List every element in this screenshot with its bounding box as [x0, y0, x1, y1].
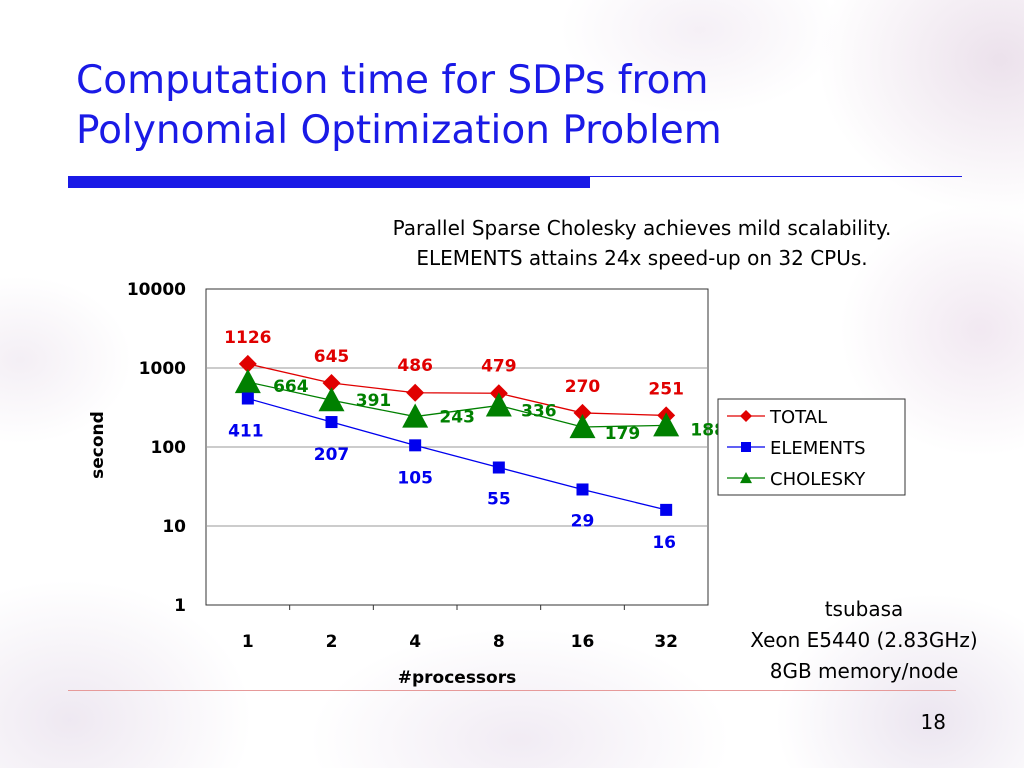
- total-marker: [406, 383, 425, 402]
- total-data-label: 486: [397, 356, 433, 376]
- machine-cpu: Xeon E5440 (2.83GHz): [750, 628, 978, 652]
- machine-memory: 8GB memory/node: [769, 659, 959, 683]
- elements-data-label: 29: [571, 511, 595, 531]
- legend-marker-elements: [741, 442, 751, 452]
- y-tick-label: 10: [162, 517, 186, 537]
- elements-marker: [576, 483, 589, 496]
- scalability-note-line-1: Parallel Sparse Cholesky achieves mild s…: [392, 216, 892, 240]
- elements-data-label: 16: [652, 533, 676, 553]
- x-tick-label: 16: [571, 632, 595, 652]
- elements-data-label: 105: [397, 468, 433, 488]
- x-tick-label: 1: [242, 632, 254, 652]
- legend-label: ELEMENTS: [770, 438, 866, 459]
- slide-title: Computation time for SDPs from Polynomia…: [76, 56, 956, 156]
- x-tick-label: 4: [409, 632, 421, 652]
- cholesky-data-label: 243: [439, 408, 475, 428]
- elements-marker: [325, 416, 338, 429]
- elements-marker: [492, 461, 505, 474]
- legend-marker-total: [740, 410, 752, 422]
- cholesky-marker: [234, 369, 261, 394]
- x-axis-title: #processors: [398, 668, 517, 688]
- elements-line: [247, 397, 667, 511]
- total-marker: [322, 374, 341, 393]
- elements-marker: [409, 439, 422, 452]
- elements-marker: [660, 503, 673, 516]
- cholesky-marker: [653, 412, 680, 437]
- scalability-note: Parallel Sparse Cholesky achieves mild s…: [300, 213, 984, 273]
- slide-title-line-2: Polynomial Optimization Problem: [76, 108, 722, 153]
- elements-data-label: 207: [314, 445, 350, 465]
- footer-rule: [68, 690, 956, 691]
- slide-title-line-1: Computation time for SDPs from: [76, 58, 709, 103]
- machine-spec: tsubasa Xeon E5440 (2.83GHz) 8GB memory/…: [706, 594, 1022, 687]
- elements-data-label: 55: [487, 490, 511, 510]
- title-underline-thin: [590, 176, 962, 177]
- total-data-label: 1126: [224, 328, 271, 348]
- y-tick-label: 1: [174, 596, 186, 616]
- cholesky-marker: [485, 392, 512, 417]
- cholesky-data-label: 664: [273, 377, 309, 397]
- elements-marker: [241, 392, 254, 405]
- legend-marker-cholesky: [740, 472, 752, 484]
- total-data-label: 270: [565, 377, 601, 397]
- cholesky-data-label: 391: [356, 391, 392, 411]
- total-line: [247, 363, 667, 417]
- total-data-label: 479: [481, 356, 517, 376]
- legend-label: CHOLESKY: [770, 469, 866, 490]
- x-tick-label: 2: [326, 632, 338, 652]
- cholesky-marker: [569, 414, 596, 439]
- x-tick-label: 32: [654, 632, 678, 652]
- machine-name: tsubasa: [824, 597, 904, 621]
- x-tick-label: 8: [493, 632, 505, 652]
- page-number: 18: [920, 710, 946, 734]
- cholesky-line: [247, 381, 667, 428]
- legend-label: TOTAL: [769, 407, 827, 428]
- y-tick-label: 1000: [139, 359, 186, 379]
- total-data-label: 251: [648, 379, 684, 399]
- y-axis-title: second: [88, 411, 108, 479]
- y-tick-label: 10000: [127, 280, 186, 300]
- y-tick-label: 100: [151, 438, 187, 458]
- cholesky-marker: [402, 403, 429, 428]
- total-marker: [238, 354, 257, 373]
- cholesky-data-label: 336: [521, 401, 557, 421]
- cholesky-marker: [318, 387, 345, 412]
- total-data-label: 645: [314, 347, 350, 367]
- title-underline-thick: [68, 176, 590, 188]
- elements-data-label: 411: [228, 422, 264, 442]
- cholesky-data-label: 188: [690, 420, 726, 440]
- cholesky-data-label: 179: [605, 424, 641, 444]
- total-marker: [573, 403, 592, 422]
- scalability-note-line-2: ELEMENTS attains 24x speed-up on 32 CPUs…: [416, 246, 868, 270]
